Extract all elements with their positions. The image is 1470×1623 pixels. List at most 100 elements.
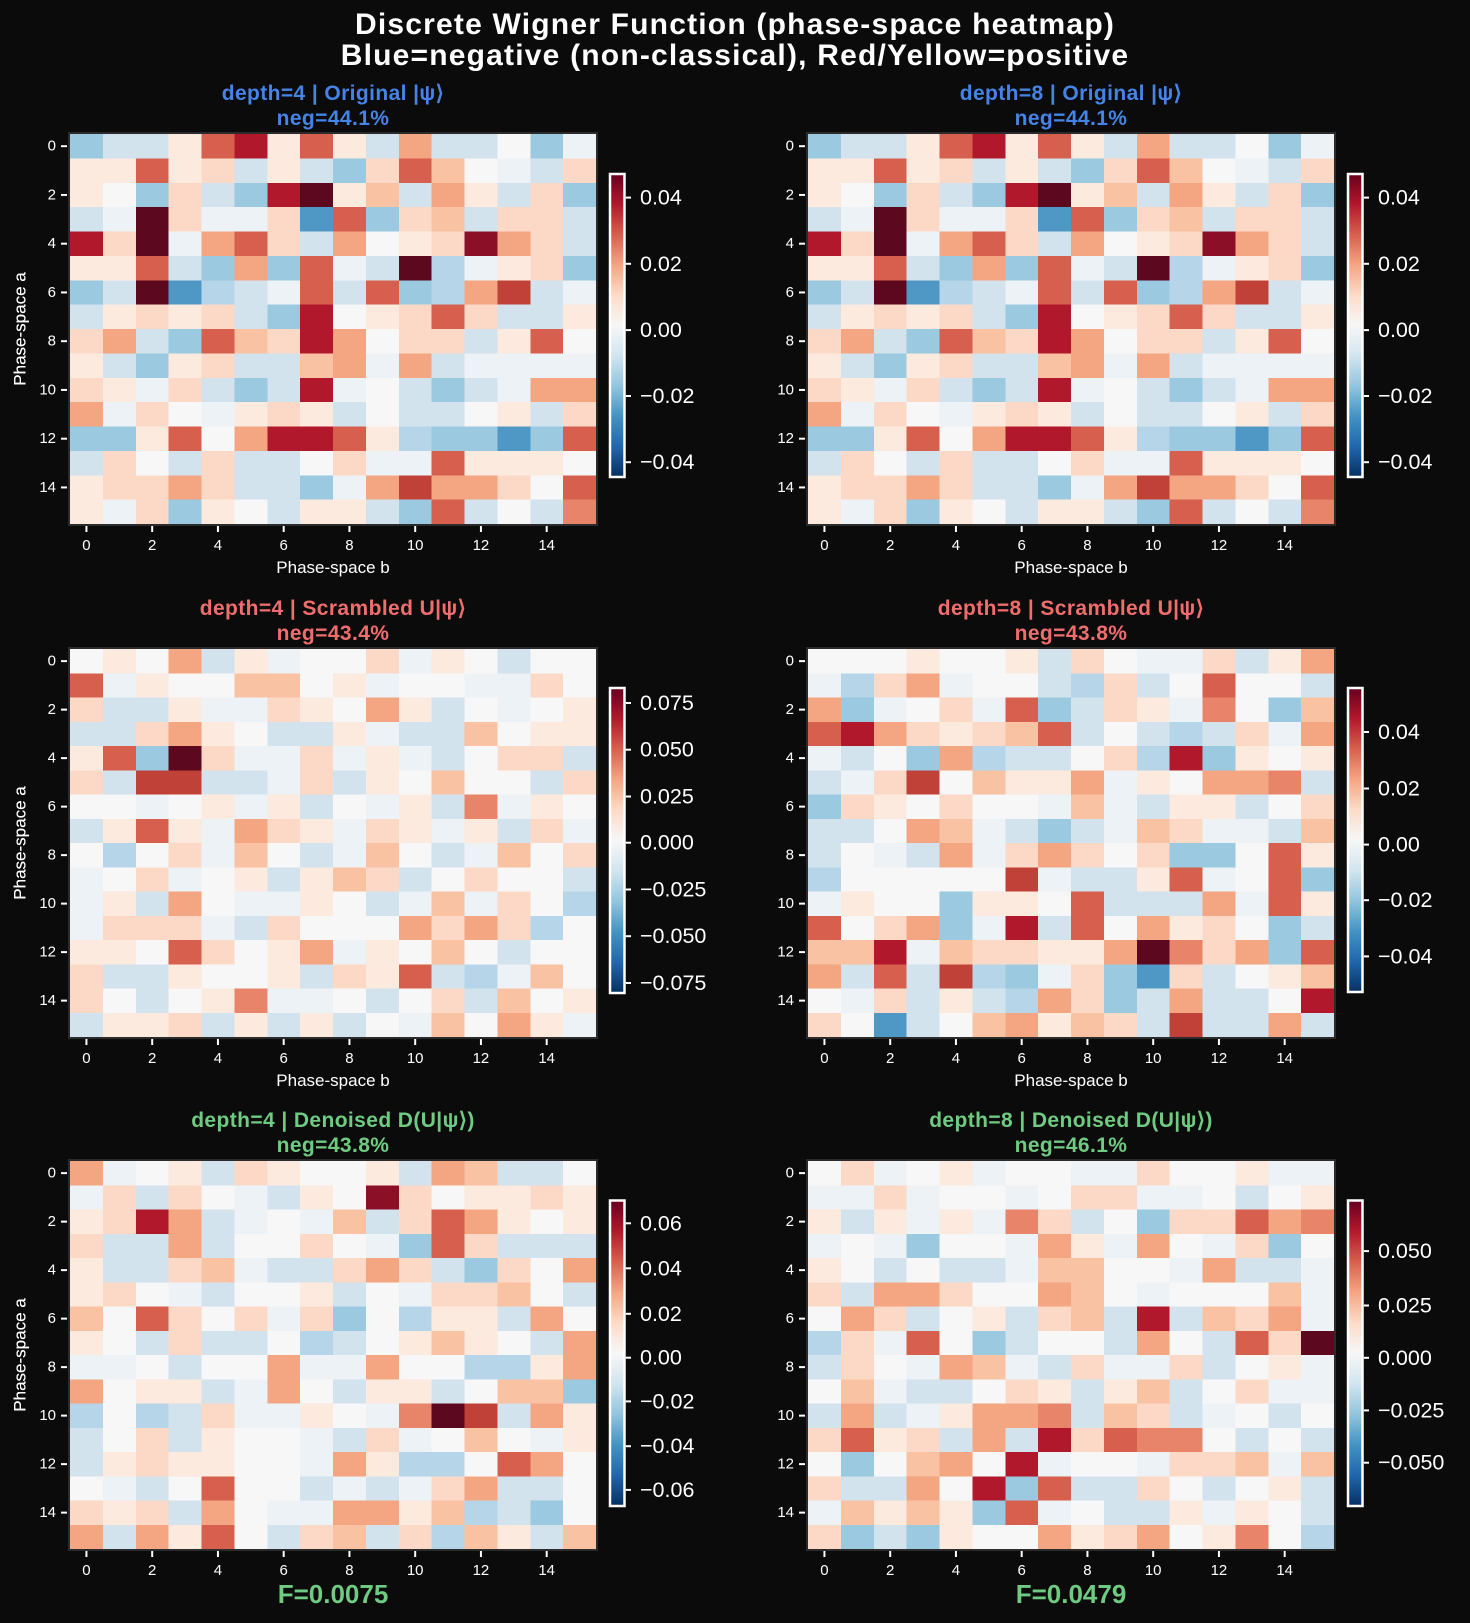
svg-text:2: 2 [48,186,56,203]
svg-text:10: 10 [777,381,794,398]
svg-text:0.025: 0.025 [1378,1294,1432,1318]
svg-text:2: 2 [148,1562,156,1579]
svg-text:depth=4 | Denoised D(U|ψ⟩): depth=4 | Denoised D(U|ψ⟩) [191,1109,475,1132]
svg-text:−0.04: −0.04 [640,450,694,474]
svg-text:14: 14 [777,992,794,1009]
svg-text:depth=4 | Original |ψ⟩: depth=4 | Original |ψ⟩ [222,82,445,105]
svg-text:0.02: 0.02 [640,252,682,276]
svg-text:12: 12 [473,1562,490,1579]
svg-text:depth=8 | Original |ψ⟩: depth=8 | Original |ψ⟩ [960,82,1183,105]
svg-text:Phase-space a: Phase-space a [11,1298,30,1412]
svg-text:0: 0 [820,1050,828,1067]
svg-text:Phase-space b: Phase-space b [276,1071,389,1090]
svg-text:2: 2 [786,186,794,203]
svg-text:14: 14 [777,479,794,496]
svg-text:4: 4 [48,235,56,252]
svg-text:−0.04: −0.04 [640,1434,694,1458]
svg-text:10: 10 [39,381,56,398]
svg-text:4: 4 [786,750,794,767]
svg-text:12: 12 [1211,1562,1228,1579]
svg-text:0.00: 0.00 [640,1346,682,1370]
svg-text:8: 8 [786,333,794,350]
svg-text:Phase-space a: Phase-space a [11,272,30,386]
svg-text:−0.04: −0.04 [1378,450,1432,474]
svg-text:neg=43.8%: neg=43.8% [277,1134,390,1157]
svg-text:Phase-space b: Phase-space b [276,558,389,577]
svg-text:0.00: 0.00 [1378,318,1420,342]
svg-text:0: 0 [48,138,56,155]
svg-text:6: 6 [48,1310,56,1327]
svg-text:2: 2 [148,537,156,554]
svg-text:2: 2 [886,1562,894,1579]
svg-text:12: 12 [473,1050,490,1067]
svg-text:0.050: 0.050 [640,738,694,762]
svg-text:4: 4 [214,1562,222,1579]
svg-text:neg=44.1%: neg=44.1% [1015,107,1128,130]
svg-text:14: 14 [538,537,555,554]
svg-text:4: 4 [48,750,56,767]
svg-text:−0.04: −0.04 [1378,944,1432,968]
svg-text:0.075: 0.075 [640,691,694,715]
svg-text:10: 10 [777,1407,794,1424]
svg-text:6: 6 [786,284,794,301]
svg-text:6: 6 [280,537,288,554]
svg-text:10: 10 [1145,1050,1162,1067]
svg-text:8: 8 [345,1050,353,1067]
svg-text:14: 14 [39,479,56,496]
svg-text:8: 8 [345,537,353,554]
svg-text:0: 0 [82,1562,90,1579]
svg-text:Blue=negative (non-classical),: Blue=negative (non-classical), Red/Yello… [341,39,1130,72]
svg-text:10: 10 [407,537,424,554]
svg-text:0.000: 0.000 [640,831,694,855]
svg-text:Phase-space b: Phase-space b [1014,1071,1127,1090]
svg-text:−0.02: −0.02 [640,1389,694,1413]
svg-text:2: 2 [886,537,894,554]
svg-text:F=0.0075: F=0.0075 [278,1579,389,1609]
svg-text:14: 14 [1276,1562,1293,1579]
svg-text:0.06: 0.06 [640,1211,682,1235]
svg-text:4: 4 [952,537,960,554]
svg-text:6: 6 [48,284,56,301]
svg-text:10: 10 [1145,1562,1162,1579]
svg-text:0.02: 0.02 [1378,252,1420,276]
svg-text:14: 14 [39,992,56,1009]
svg-text:10: 10 [39,895,56,912]
svg-text:0: 0 [820,1562,828,1579]
svg-text:4: 4 [952,1050,960,1067]
svg-text:4: 4 [214,537,222,554]
svg-text:0: 0 [48,1165,56,1182]
svg-text:0: 0 [786,138,794,155]
svg-text:depth=4 | Scrambled U|ψ⟩: depth=4 | Scrambled U|ψ⟩ [200,597,467,620]
svg-text:neg=43.4%: neg=43.4% [277,622,390,645]
svg-text:12: 12 [777,430,794,447]
svg-text:−0.075: −0.075 [640,971,706,995]
svg-text:−0.050: −0.050 [1378,1451,1444,1475]
svg-text:12: 12 [473,537,490,554]
svg-text:4: 4 [952,1562,960,1579]
svg-text:8: 8 [1083,1050,1091,1067]
svg-text:−0.02: −0.02 [640,384,694,408]
svg-text:neg=44.1%: neg=44.1% [277,107,390,130]
svg-text:0: 0 [786,1165,794,1182]
svg-text:neg=43.8%: neg=43.8% [1015,622,1128,645]
svg-text:0: 0 [786,653,794,670]
svg-text:12: 12 [777,944,794,961]
svg-text:F=0.0479: F=0.0479 [1016,1579,1127,1609]
svg-text:2: 2 [786,701,794,718]
svg-text:0.04: 0.04 [640,1256,682,1280]
svg-text:neg=46.1%: neg=46.1% [1015,1134,1128,1157]
svg-text:12: 12 [39,944,56,961]
svg-text:8: 8 [786,847,794,864]
svg-text:Phase-space b: Phase-space b [1014,558,1127,577]
svg-text:10: 10 [407,1562,424,1579]
svg-text:6: 6 [1018,1050,1026,1067]
svg-text:−0.02: −0.02 [1378,384,1432,408]
svg-text:0.02: 0.02 [1378,777,1420,801]
svg-text:14: 14 [777,1504,794,1521]
svg-text:0: 0 [820,537,828,554]
svg-text:12: 12 [39,430,56,447]
svg-text:Discrete Wigner Function (phas: Discrete Wigner Function (phase-space he… [355,8,1115,41]
svg-text:14: 14 [538,1562,555,1579]
svg-text:Phase-space a: Phase-space a [11,1298,30,1412]
svg-text:6: 6 [48,798,56,815]
